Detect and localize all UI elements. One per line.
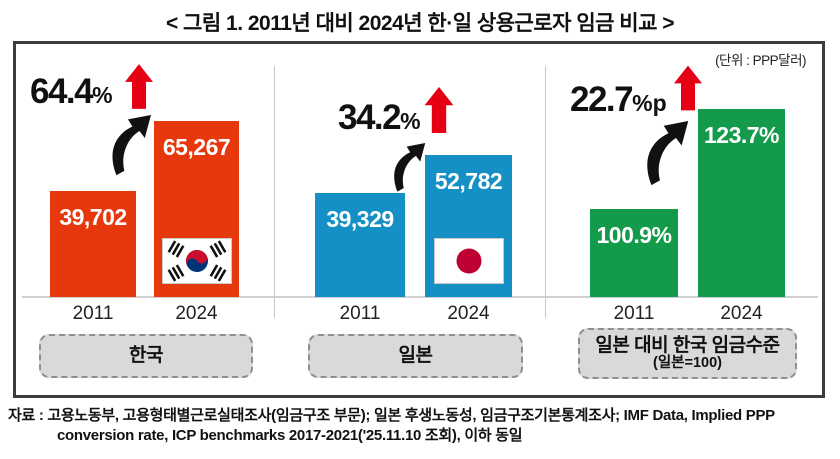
legend-ratio: 일본 대비 한국 임금수준 (일본=100) xyxy=(578,328,797,379)
source-note: 자료 : 고용노동부, 고용형태별근로실태조사(임금구조 부문); 일본 후생노… xyxy=(8,406,775,446)
year-label: 2011 xyxy=(613,303,655,324)
south-korea-flag-icon xyxy=(161,238,232,284)
increase-arrow-icon xyxy=(125,64,153,109)
legend-korea: 한국 xyxy=(39,334,253,378)
curved-arrow-icon xyxy=(112,115,151,176)
year-label: 2011 xyxy=(72,303,114,324)
bar-japan-2024: 52,782 xyxy=(425,155,512,297)
change-label-korea: 64.4% xyxy=(30,72,113,111)
bar-value: 39,329 xyxy=(326,206,394,232)
bar-korea-2024: 65,267 xyxy=(154,121,239,297)
bar-value: 65,267 xyxy=(162,134,231,160)
change-label-ratio: 22.7%p xyxy=(570,80,667,119)
curved-arrow-icon xyxy=(647,121,689,186)
bar-value: 52,782 xyxy=(434,168,503,194)
bar-value: 123.7% xyxy=(703,122,780,148)
year-label: 2024 xyxy=(175,303,218,324)
year-label: 2024 xyxy=(720,303,763,324)
source-line-1: 자료 : 고용노동부, 고용형태별근로실태조사(임금구조 부문); 일본 후생노… xyxy=(8,407,775,424)
year-label: 2024 xyxy=(447,303,490,324)
year-label: 2011 xyxy=(339,303,381,324)
panel-divider xyxy=(545,66,546,318)
increase-arrow-icon xyxy=(424,87,454,133)
increase-arrow-icon xyxy=(674,65,702,111)
bar-japan-2011: 39,329 xyxy=(315,193,405,297)
panel-divider xyxy=(274,66,275,318)
bar-ratio-2011: 100.9% xyxy=(590,209,678,297)
unit-label: (단위 : PPP달러) xyxy=(715,53,806,68)
legend-japan: 일본 xyxy=(308,334,523,378)
bar-ratio-2024: 123.7% xyxy=(698,109,785,297)
change-label-japan: 34.2% xyxy=(338,98,421,137)
bar-value: 39,702 xyxy=(59,204,127,230)
bar-value: 100.9% xyxy=(596,222,672,248)
japan-flag-icon xyxy=(433,238,504,284)
x-axis-line xyxy=(22,296,818,298)
source-line-2: conversion rate, ICP benchmarks 2017-202… xyxy=(57,427,523,444)
bar-korea-2011: 39,702 xyxy=(50,191,136,297)
curved-arrow-icon xyxy=(394,143,426,192)
figure-title: < 그림 1. 2011년 대비 2024년 한·일 상용근로자 임금 비교 > xyxy=(165,12,675,35)
